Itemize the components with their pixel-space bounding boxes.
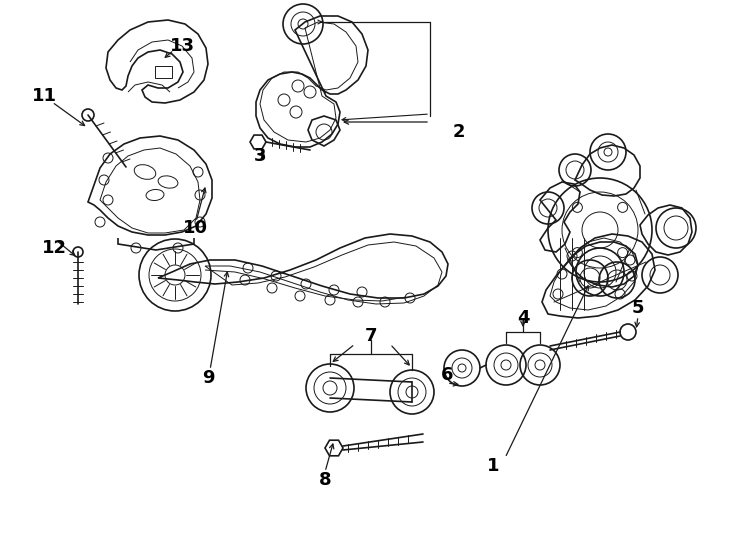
- Text: 4: 4: [517, 309, 529, 327]
- Text: 11: 11: [32, 87, 57, 105]
- Text: 5: 5: [632, 299, 644, 317]
- Text: 7: 7: [365, 327, 377, 345]
- Text: 8: 8: [319, 471, 331, 489]
- Text: 10: 10: [183, 219, 208, 237]
- Polygon shape: [325, 440, 343, 456]
- Polygon shape: [250, 135, 266, 149]
- Text: 1: 1: [487, 457, 499, 475]
- Circle shape: [620, 324, 636, 340]
- Text: 9: 9: [202, 369, 214, 387]
- Text: 6: 6: [440, 366, 454, 384]
- Text: 2: 2: [453, 123, 465, 141]
- Text: 13: 13: [170, 37, 195, 55]
- Text: 3: 3: [254, 147, 266, 165]
- Text: 12: 12: [42, 239, 67, 257]
